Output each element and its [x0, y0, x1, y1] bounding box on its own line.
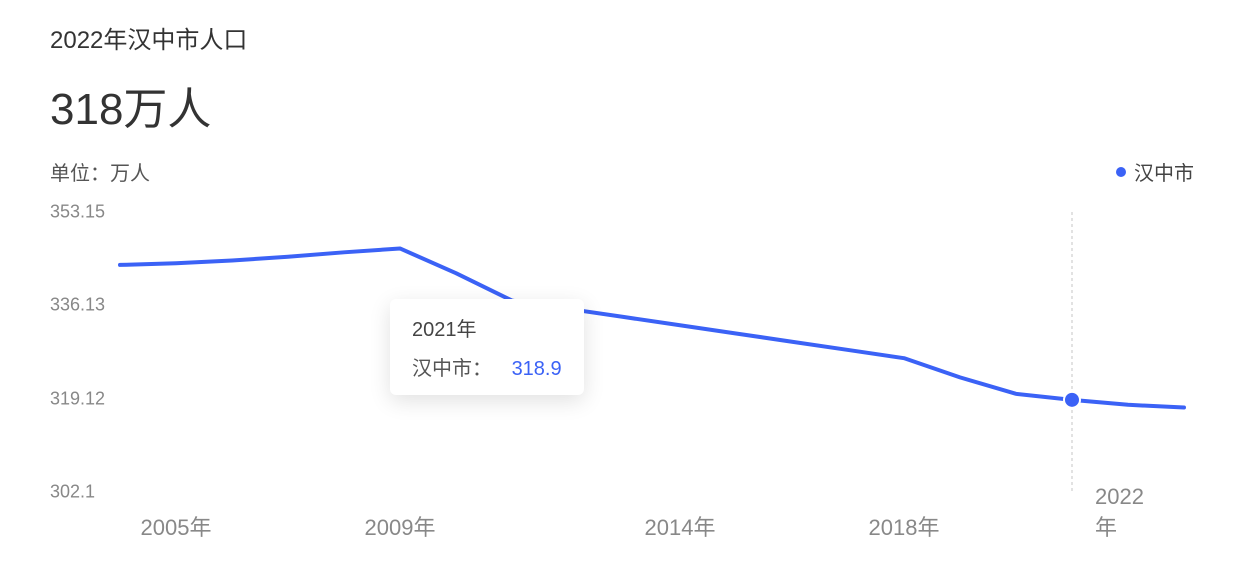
headline-value: 318万人: [50, 73, 1194, 137]
subheader-row: 单位：万人 汉中市: [50, 157, 1194, 186]
x-tick-label: 2018年: [869, 510, 940, 542]
legend-dot-icon: [1116, 167, 1126, 177]
y-tick-label: 319.12: [50, 388, 105, 409]
unit-label: 单位：万人: [50, 157, 150, 186]
y-tick-label: 302.1: [50, 482, 95, 503]
x-tick-label: 2005年: [141, 510, 212, 542]
x-tick-label: 2009年: [365, 510, 436, 542]
legend: 汉中市: [1116, 157, 1194, 186]
line-chart-svg: [50, 202, 1194, 542]
chart-title: 2022年汉中市人口: [50, 20, 1194, 55]
y-tick-label: 353.15: [50, 202, 105, 223]
chart-area[interactable]: 353.15 336.13 319.12 302.1 2005年 2009年 2014年 2…: [50, 202, 1194, 542]
legend-series-label: 汉中市: [1134, 157, 1194, 186]
x-tick-label: 2022年: [1095, 484, 1161, 542]
y-tick-label: 336.13: [50, 295, 105, 316]
x-tick-label: 2014年: [645, 510, 716, 542]
